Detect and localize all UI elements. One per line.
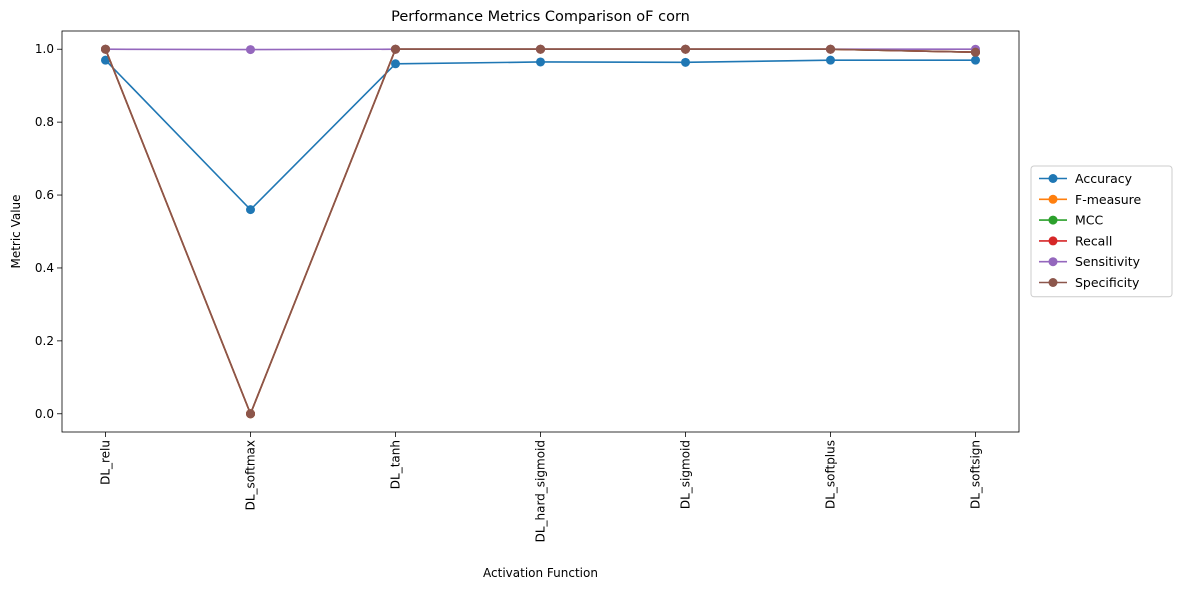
legend-label: Specificity [1075,275,1140,290]
y-tick-label: 0.0 [35,407,54,421]
series-specificity [101,44,980,419]
legend-marker [1048,236,1058,246]
data-point [246,45,255,55]
plot-frame [61,30,1020,433]
y-axis-title: Metric Value [9,194,23,268]
data-point [971,55,980,65]
series-line [104,59,976,211]
x-tick-label: DL_tanh [389,440,403,489]
x-tick-label: DL_softsign [969,440,983,509]
data-point [826,55,835,65]
legend-marker [1048,194,1058,204]
data-point [101,55,110,65]
legend-item: F-measure [1039,192,1142,207]
legend-item: MCC [1039,213,1104,228]
y-tick-label: 0.4 [35,261,54,275]
legend-marker [1048,174,1058,183]
x-tick-label: DL_sigmoid [679,440,693,509]
x-tick-label: DL_softplus [824,440,838,509]
legend-label: F-measure [1075,192,1142,207]
data-point [681,44,690,54]
y-tick-label: 0.8 [35,115,54,129]
data-point [971,47,980,57]
plot-area: 0.0 0.2 0.4 0.6 0.8 1.0 DL_relu DL_softmax DL_ta… [35,30,1020,542]
legend-label: Sensitivity [1075,254,1141,269]
legend-item: Specificity [1039,275,1140,290]
legend-label: MCC [1075,213,1104,228]
y-tick-label: 0.2 [35,334,54,348]
legend-item: Sensitivity [1039,254,1141,269]
series-line [104,48,976,416]
series-line [104,48,976,416]
x-tick-label: DL_hard_sigmoid [534,440,548,542]
legend-label: Recall [1075,233,1112,248]
series-recall [101,44,980,419]
x-tick-label: DL_relu [99,440,113,485]
y-tick-label: 0.6 [35,188,54,202]
series-line [104,48,976,416]
data-point [536,44,545,54]
legend-item: Accuracy [1039,171,1133,186]
chart-title: Performance Metrics Comparison oF corn [391,9,690,25]
series-mcc [101,44,980,419]
data-point [536,57,545,67]
legend: Accuracy F-measure MCC Recall Sensitivity Spe… [1030,165,1173,298]
data-point [246,409,255,419]
legend-item: Recall [1039,233,1112,248]
series-line [104,48,976,416]
x-axis-title: Activation Function [483,566,598,580]
legend-marker [1048,215,1058,225]
series-f-measure [101,44,980,419]
x-tick-label: DL_softmax [244,440,258,510]
legend-label: Accuracy [1075,171,1133,186]
series-accuracy [101,55,980,215]
data-point [681,57,690,67]
data-point [826,44,835,54]
data-point [246,205,255,215]
legend-marker [1048,257,1058,267]
data-point [101,44,110,54]
legend-marker [1048,278,1058,287]
y-tick-label: 1.0 [35,42,54,56]
data-point [391,44,400,54]
data-point [391,59,400,69]
